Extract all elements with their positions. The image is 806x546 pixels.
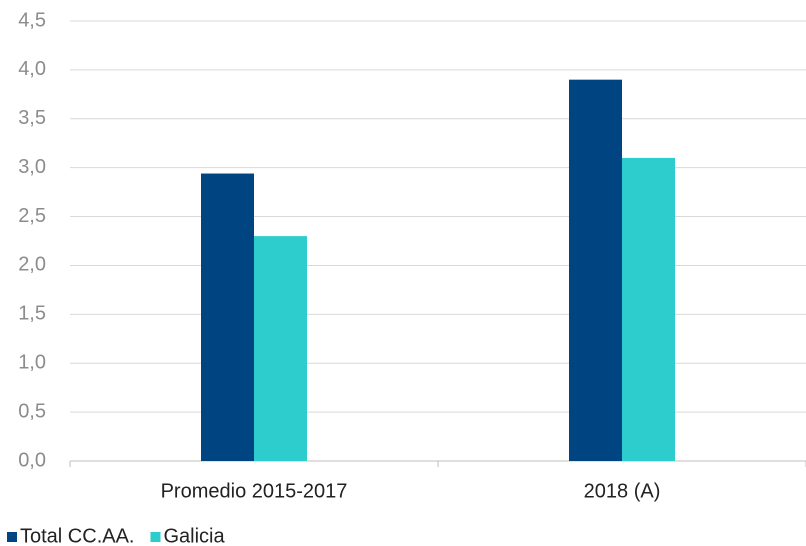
legend-swatch [150,532,161,542]
y-tick-label: 1,0 [18,352,46,374]
y-tick-label: 2,0 [18,254,46,276]
x-tick-label: 2018 (A) [584,480,661,502]
y-tick-label: 0,5 [18,400,46,422]
legend-swatch [7,532,17,542]
bar [201,173,254,462]
bar [622,157,675,461]
bar [254,236,307,461]
y-tick-label: 2,5 [18,205,46,227]
y-tick-label: 4,5 [18,9,46,31]
legend-label: Galicia [163,525,225,546]
y-tick-label: 0,0 [18,449,46,471]
y-tick-label: 3,0 [18,156,46,178]
legend-label: Total CC.AA. [20,525,134,546]
y-tick-label: 1,5 [18,303,46,325]
x-tick-label: Promedio 2015-2017 [161,480,348,502]
y-tick-label: 3,5 [18,107,46,129]
bar [569,79,622,462]
y-tick-label: 4,0 [18,58,46,80]
